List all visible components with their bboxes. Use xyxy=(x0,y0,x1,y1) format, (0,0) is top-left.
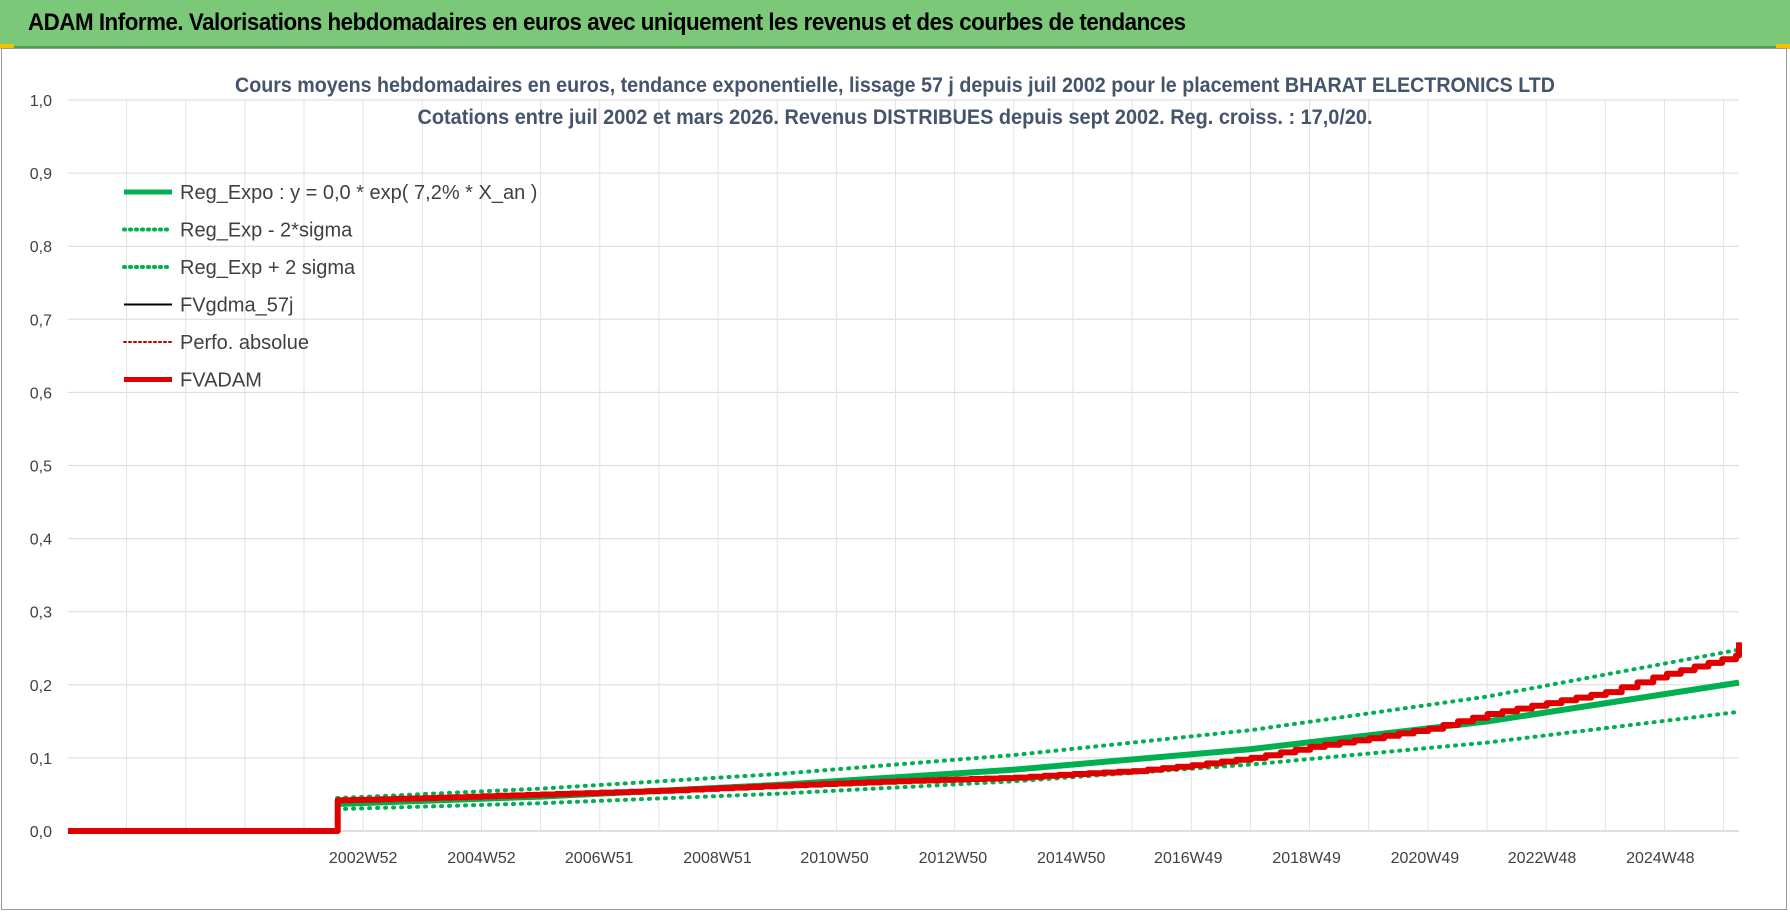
corner-marker-left xyxy=(0,44,14,49)
chart-frame xyxy=(1,48,1787,910)
legend-label: Reg_Exp - 2*sigma xyxy=(180,220,353,242)
y-tick-label: 0,4 xyxy=(30,532,52,549)
legend-label: FVADAM xyxy=(180,370,262,392)
chart-legend: Reg_Expo : y = 0,0 * exp( 7,2% * X_an ) R… xyxy=(122,182,537,392)
legend-label: FVgdma_57j xyxy=(180,295,293,317)
x-tick-label: 2020W49 xyxy=(1391,850,1460,867)
report-banner: ADAM Informe. Valorisations hebdomadaire… xyxy=(0,0,1790,48)
y-tick-label: 0,7 xyxy=(30,312,52,329)
y-tick-label: 0,2 xyxy=(30,678,52,695)
x-tick-label: 2012W50 xyxy=(919,850,988,867)
series-line-1 xyxy=(336,679,1740,807)
y-tick-label: 0,3 xyxy=(30,605,52,622)
series-line-6 xyxy=(68,642,1742,834)
chart-subtitle: Cotations entre juil 2002 et mars 2026. … xyxy=(418,106,1373,129)
y-tick-label: 0,6 xyxy=(30,385,52,402)
x-tick-label: 2024W48 xyxy=(1626,850,1695,867)
chart-title: Cours moyens hebdomadaires en euros, ten… xyxy=(235,74,1555,97)
x-tick-label: 2018W49 xyxy=(1272,850,1341,867)
x-tick-label: 2006W51 xyxy=(565,850,634,867)
y-tick-label: 0,5 xyxy=(30,459,52,476)
chart-grid xyxy=(68,99,1739,832)
y-tick-label: 0,1 xyxy=(30,751,52,768)
x-tick-label: 2016W49 xyxy=(1154,850,1223,867)
report-title: ADAM Informe. Valorisations hebdomadaire… xyxy=(28,9,1186,36)
x-axis: 2002W52 2004W52 2006W51 2008W51 2010W50 2012W… xyxy=(329,850,1695,867)
legend-label: Reg_Expo : y = 0,0 * exp( 7,2% * X_an ) xyxy=(180,182,537,204)
legend-label: Perfo. absolue xyxy=(180,332,309,354)
y-tick-label: 0,8 xyxy=(30,239,52,256)
x-tick-label: 2010W50 xyxy=(800,850,869,867)
series-line-3 xyxy=(335,647,1741,801)
series-line-4 xyxy=(68,642,1740,832)
x-tick-label: 2002W52 xyxy=(329,850,398,867)
series-line-2 xyxy=(335,709,1741,812)
y-tick-label: 0,9 xyxy=(30,166,52,183)
x-tick-label: 2008W51 xyxy=(683,850,752,867)
y-tick-label: 0,0 xyxy=(30,824,52,841)
y-axis: 0,0 0,1 0,2 0,3 0,4 0,5 0,6 0,7 0,8 0,9 1,0 xyxy=(30,93,52,841)
x-tick-label: 2004W52 xyxy=(447,850,516,867)
corner-marker-right xyxy=(1776,44,1790,49)
y-tick-label: 1,0 xyxy=(30,93,52,110)
legend-label: Reg_Exp + 2 sigma xyxy=(180,257,356,279)
x-tick-label: 2022W48 xyxy=(1508,850,1577,867)
x-tick-label: 2014W50 xyxy=(1037,850,1106,867)
series-layer xyxy=(68,642,1742,834)
